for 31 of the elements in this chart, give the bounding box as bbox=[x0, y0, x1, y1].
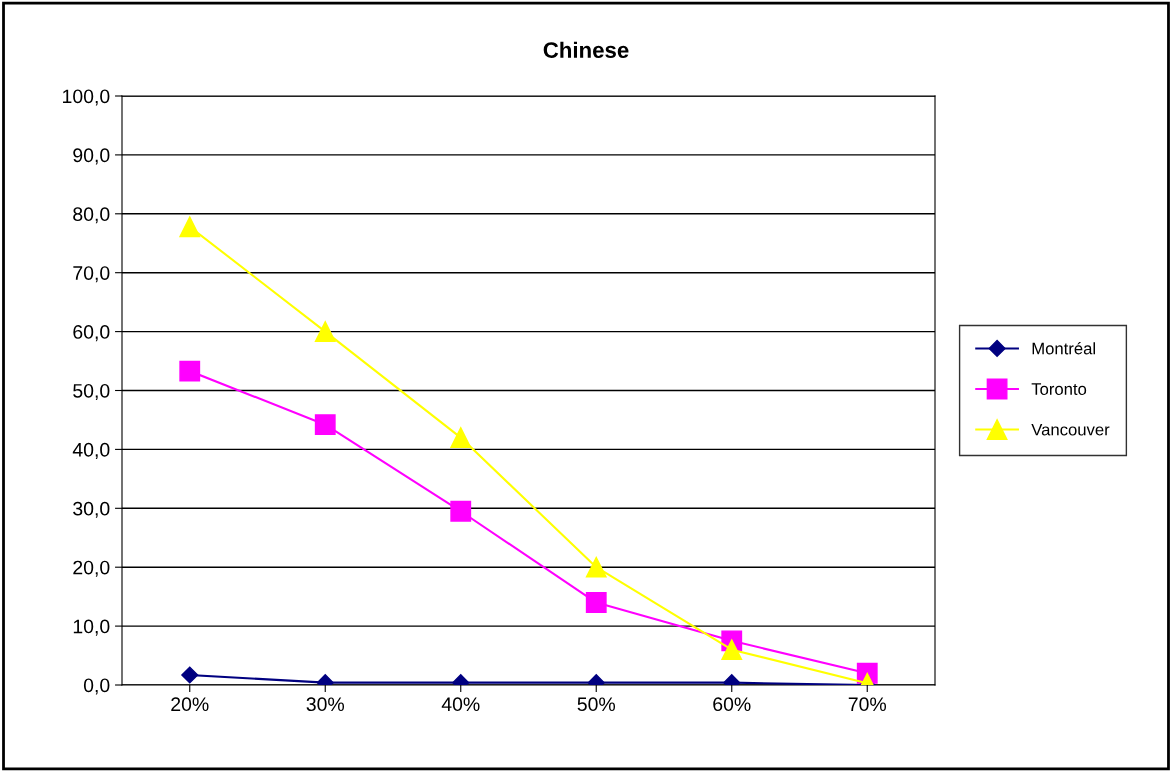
point bbox=[585, 556, 607, 578]
y-tick-label: 50,0 bbox=[73, 383, 110, 401]
y-tick-label: 10,0 bbox=[73, 619, 110, 636]
point bbox=[179, 216, 201, 238]
x-tick-label: 70% bbox=[848, 697, 887, 712]
legend-label: Toronto bbox=[1031, 383, 1087, 395]
y-tick-label: 70,0 bbox=[73, 266, 110, 283]
y-tick-label: 40,0 bbox=[72, 442, 110, 459]
x-tick-label: 30% bbox=[306, 697, 345, 712]
x-tick-label: 60% bbox=[713, 697, 751, 712]
point bbox=[585, 592, 607, 613]
y-tick-label: 100,0 bbox=[63, 89, 110, 106]
point bbox=[450, 500, 472, 522]
x-tick-label: 40% bbox=[441, 697, 480, 712]
x-tick-label: 20% bbox=[171, 697, 209, 712]
point bbox=[179, 360, 201, 382]
y-tick-label: 90,0 bbox=[73, 148, 110, 165]
point bbox=[181, 666, 199, 684]
legend-label: Montréal bbox=[1032, 342, 1095, 355]
point bbox=[450, 427, 472, 449]
y-tick-label: 60,0 bbox=[73, 325, 110, 342]
y-tick-label: 80,0 bbox=[73, 207, 110, 224]
y-tick-label: 0,0 bbox=[83, 678, 110, 695]
chart-title: Chinese bbox=[543, 41, 629, 58]
point bbox=[314, 414, 336, 436]
x-tick-label: 50% bbox=[577, 697, 616, 712]
point bbox=[314, 321, 336, 343]
y-tick-label: 20,0 bbox=[73, 560, 110, 577]
legend-label: Vancouver bbox=[1031, 423, 1110, 436]
point bbox=[721, 639, 743, 661]
y-tick-label: 30,0 bbox=[73, 501, 110, 518]
